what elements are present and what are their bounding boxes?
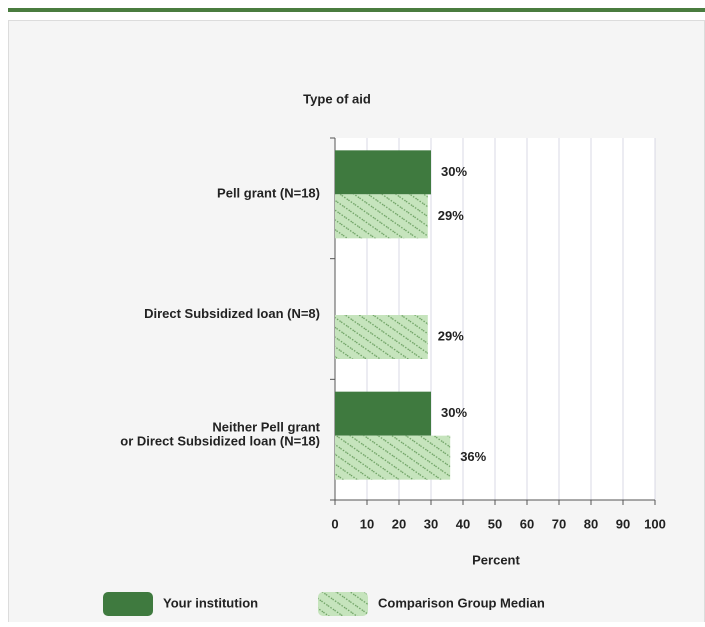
- value-label: 36%: [460, 449, 486, 464]
- x-tick-label: 40: [456, 516, 470, 531]
- value-label: 30%: [441, 164, 467, 179]
- y-tick-label-line: Direct Subsidized loan (N=8): [144, 306, 320, 321]
- x-tick-label: 30: [424, 516, 438, 531]
- top-bar: [8, 8, 705, 12]
- x-tick-label: 100: [644, 516, 666, 531]
- bar: [335, 435, 451, 480]
- y-tick-label-line: Neither Pell grant: [212, 420, 320, 435]
- value-label: 29%: [438, 328, 464, 343]
- x-tick-label: 70: [552, 516, 566, 531]
- y-tick-label-line: Pell grant (N=18): [217, 186, 320, 201]
- y-tick-label: Neither Pell grant or Direct Subsidized l…: [120, 420, 320, 449]
- value-label: 30%: [441, 405, 467, 420]
- y-tick-label: Direct Subsidized loan (N=8): [144, 306, 320, 321]
- x-tick-label: 0: [331, 516, 338, 531]
- legend-swatch: [318, 592, 368, 616]
- bar: [335, 391, 431, 436]
- legend-label: Comparison Group Median: [378, 595, 545, 610]
- legend-swatch: [103, 592, 153, 616]
- y-tick-label: Pell grant (N=18): [217, 186, 320, 201]
- bar: [335, 150, 431, 195]
- bar: [335, 315, 428, 359]
- x-tick-label: 20: [392, 516, 406, 531]
- axis-title: Type of aid: [303, 91, 371, 106]
- x-tick-label: 60: [520, 516, 534, 531]
- x-tick-label: 10: [360, 516, 374, 531]
- x-tick-label: 50: [488, 516, 502, 531]
- bar: [335, 194, 428, 239]
- legend-label: Your institution: [163, 595, 258, 610]
- x-axis-label: Percent: [472, 552, 520, 567]
- value-label: 29%: [438, 208, 464, 223]
- y-tick-label-line: or Direct Subsidized loan (N=18): [120, 434, 320, 449]
- x-tick-label: 90: [616, 516, 630, 531]
- x-tick-label: 80: [584, 516, 598, 531]
